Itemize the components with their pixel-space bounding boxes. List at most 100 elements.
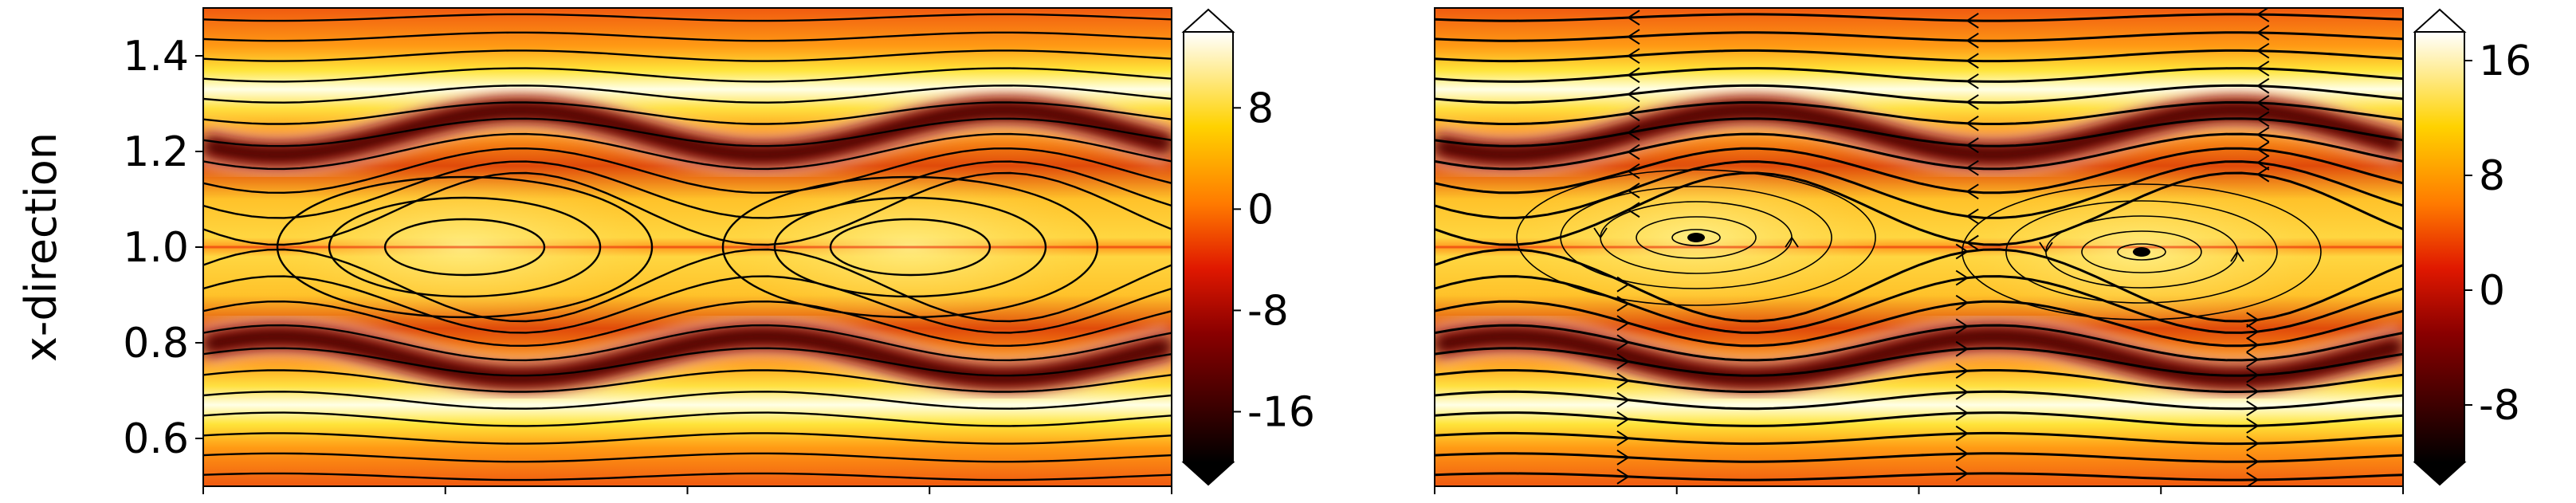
streamline-arrow: [2256, 127, 2270, 143]
streamline: [1435, 171, 2403, 246]
streamline: [1435, 132, 2403, 171]
streamline-arrow: [1955, 269, 1969, 286]
colorbar-extend-top: [2413, 8, 2467, 33]
streamline: [1435, 160, 2403, 219]
streamline: [203, 147, 1172, 195]
streamline-arrow: [1955, 363, 1969, 379]
streamline: [203, 132, 1172, 171]
colorbar-gradient: [1184, 32, 1233, 462]
streamline-arrow: [2246, 352, 2260, 367]
colorbar-tick-label: 0: [1247, 186, 1274, 234]
streamline-arrow: [2246, 367, 2260, 383]
streamline-arrow: [1616, 430, 1630, 446]
y-tick-label: 0.6: [123, 415, 189, 463]
streamline-arrow: [2246, 435, 2260, 452]
island-streamline: [328, 196, 602, 298]
streamline: [203, 117, 1172, 147]
colorbar-2: -8 0 8 16: [2413, 8, 2531, 486]
heatmap-2: [1435, 8, 2403, 486]
streamline-arrow: [2246, 336, 2260, 353]
streamline-arrow: [1965, 33, 1979, 49]
streamline: [203, 300, 1172, 348]
island-streamline: [721, 175, 1099, 319]
island-streamline: [1636, 216, 1757, 259]
streamline-arrow: [2256, 95, 2270, 111]
island-streamline: [383, 218, 546, 277]
streamline-arrow: [1616, 411, 1630, 427]
colorbar-frame: [2414, 31, 2465, 463]
colorbar-gradient: [2415, 32, 2464, 462]
island-streamline: [1961, 183, 2322, 320]
streamline-arrow: [1627, 183, 1640, 198]
negative-band-core: [1435, 330, 2403, 384]
streamline: [1435, 369, 2403, 393]
streamline: [203, 391, 1172, 410]
streamline-arrow: [1955, 425, 1969, 442]
streamline: [203, 411, 1172, 427]
streamline-arrow: [2246, 472, 2260, 486]
streamline: [203, 84, 1172, 104]
streamline-arrow: [1955, 340, 1969, 357]
streamline-arrow: [1616, 469, 1630, 485]
streamline: [1435, 117, 2403, 147]
streamline-arrow: [1965, 137, 1979, 154]
streamline-arrow: [2256, 8, 2270, 22]
streamline-arrow: [2256, 166, 2270, 183]
island-streamline: [2081, 230, 2202, 273]
streamline-arrow: [1965, 208, 1979, 225]
streamline-arrow: [1965, 234, 1979, 251]
streamline: [1435, 49, 2403, 63]
streamline-arrow: [1627, 163, 1640, 179]
streamline: [1435, 13, 2403, 22]
streamline-arrow: [2256, 42, 2270, 59]
streamline-arrow: [2246, 454, 2260, 470]
streamline-arrow: [1627, 202, 1640, 218]
colorbar-extend-top: [1181, 8, 1235, 33]
streamline-arrow: [1965, 13, 1979, 29]
streamline-arrow: [1627, 10, 1640, 26]
streamline: [203, 160, 1172, 219]
streamline-arrow: [2246, 400, 2260, 417]
streamline-arrow: [1616, 315, 1630, 332]
island-streamline: [2117, 243, 2166, 261]
panel-2: [1434, 7, 2404, 494]
streamline-arrow: [1955, 294, 1969, 311]
streamline-arrow: [2256, 61, 2270, 77]
streamline-arrow: [2246, 418, 2260, 434]
streamline-arrow: [2246, 312, 2260, 328]
negative-band-core: [1435, 104, 2403, 161]
streamline-arrow: [1955, 446, 1969, 462]
streamline-arrow: [1965, 94, 1979, 110]
colorbar-tick-label: -8: [1247, 287, 1289, 335]
streamline-arrow: [1627, 67, 1640, 84]
y-tick-label: 1.2: [123, 128, 189, 176]
streamline-arrow: [1955, 466, 1969, 481]
streamline: [203, 101, 1172, 125]
colorbar-tick-label: 0: [2479, 267, 2505, 315]
streamline-arrow: [2256, 77, 2270, 94]
streamline: [203, 275, 1172, 334]
streamline-arrow: [1616, 334, 1630, 351]
island-streamline: [276, 175, 654, 319]
streamline: [1435, 347, 2403, 377]
island-streamline: [1516, 169, 1876, 306]
colorbar-frame: [1183, 31, 1234, 463]
streamline: [1435, 84, 2403, 104]
island-streamline: [1560, 186, 1832, 289]
streamline: [203, 171, 1172, 246]
streamline: [203, 452, 1172, 463]
streamline: [203, 248, 1172, 323]
island-streamline: [773, 196, 1047, 298]
streamline-arrow: [1965, 115, 1979, 132]
y-tick-label: 0.8: [123, 320, 189, 367]
streamline: [1435, 248, 2403, 323]
colorbar-extend-bottom: [2413, 462, 2467, 486]
streamline-arrow: [2246, 383, 2260, 399]
streamline-arrow: [1616, 391, 1630, 408]
streamline-arrow: [1955, 243, 1969, 260]
streamline: [1435, 390, 2403, 411]
streamline-arrow: [2256, 25, 2270, 41]
streamline-arrow: [1627, 48, 1640, 65]
streamline-arrow: [1627, 86, 1640, 103]
streamline-arrow: [1627, 124, 1640, 141]
